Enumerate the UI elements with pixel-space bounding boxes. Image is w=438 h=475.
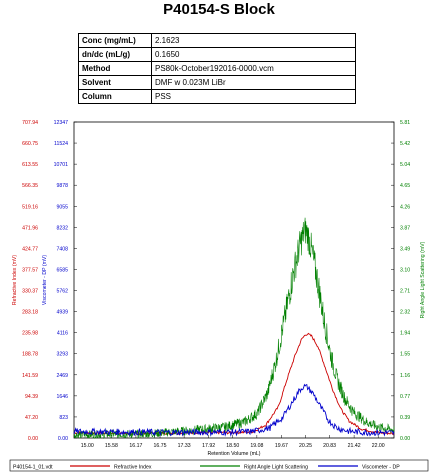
- y-tick-label: 566.35: [22, 183, 38, 189]
- y-tick-label: 188.78: [22, 352, 38, 358]
- y-tick-label: 707.94: [22, 120, 38, 126]
- y-tick-label: 3.87: [400, 225, 410, 231]
- series-light-scattering: [73, 217, 395, 440]
- y-tick-label: 9878: [56, 183, 68, 189]
- y-tick-label: 613.55: [22, 162, 38, 168]
- y-tick-label: 4.65: [400, 183, 410, 189]
- footer-filename: P40154-1_01.vdt: [13, 465, 53, 471]
- x-tick-label: 17.33: [178, 443, 191, 449]
- x-tick-label: 16.17: [129, 443, 142, 449]
- y-tick-label: 3293: [56, 352, 68, 358]
- x-tick-label: 19.08: [250, 443, 263, 449]
- y-tick-label: 424.77: [22, 246, 38, 252]
- y-tick-label: 377.57: [22, 267, 38, 273]
- y-tick-label: 0.77: [400, 394, 410, 400]
- y-tick-label: 5.42: [400, 141, 410, 147]
- y-tick-label: 330.37: [22, 289, 38, 295]
- page-title: P40154-S Block: [163, 1, 275, 18]
- y-axis-label-rals: Right Angle Light Scattering (mV): [420, 241, 426, 318]
- x-tick-label: 21.42: [348, 443, 361, 449]
- y-tick-label: 5.81: [400, 120, 410, 126]
- x-tick-label: 19.67: [275, 443, 288, 449]
- x-tick-label: 22.00: [372, 443, 385, 449]
- x-tick-label: 16.75: [154, 443, 167, 449]
- y-tick-label: 2.71: [400, 289, 410, 295]
- y-tick-label: 4939: [56, 310, 68, 316]
- y-tick-label: 3.49: [400, 246, 410, 252]
- y-axis-label-dp: Viscometer - DP (mV): [42, 255, 48, 306]
- x-axis-label: Retention Volume (mL): [207, 451, 260, 457]
- y-tick-label: 9055: [56, 204, 68, 210]
- x-tick-label: 17.92: [202, 443, 215, 449]
- y-tick-label: 519.16: [22, 204, 38, 210]
- y-tick-label: 4116: [57, 331, 68, 337]
- sample-info-table: Conc (mg/mL) 2.1623 dn/dc (mL/g) 0.1650 Meth…: [78, 33, 356, 104]
- y-tick-label: 235.98: [22, 331, 38, 337]
- y-tick-label: 0.00: [58, 436, 68, 442]
- y-tick-label: 0.00: [28, 436, 38, 442]
- x-tick-label: 15.00: [81, 443, 94, 449]
- y-tick-label: 0.00: [400, 436, 410, 442]
- y-tick-label: 6585: [56, 267, 68, 273]
- y-tick-label: 2469: [56, 373, 68, 379]
- y-tick-label: 823: [59, 415, 68, 421]
- y-tick-label: 1.55: [400, 352, 410, 358]
- y-tick-label: 12347: [54, 120, 69, 126]
- series-viscometer: [73, 383, 395, 437]
- x-tick-label: 15.58: [105, 443, 118, 449]
- x-tick-label: 20.83: [323, 443, 336, 449]
- y-tick-label: 2.32: [400, 310, 410, 316]
- info-row: Conc (mg/mL) 2.1623: [78, 33, 356, 48]
- legend-refractive-index: Refractive Index: [114, 465, 152, 471]
- y-tick-label: 5762: [56, 289, 68, 295]
- info-row: Method PS80k-October192016-0000.vcm: [78, 61, 356, 76]
- y-tick-label: 7408: [56, 246, 68, 252]
- x-tick-label: 18.50: [226, 443, 239, 449]
- y-tick-label: 283.18: [22, 310, 38, 316]
- y-tick-label: 11524: [54, 141, 68, 147]
- info-value: PSS: [151, 89, 356, 104]
- y-tick-label: 47.20: [25, 415, 38, 421]
- x-tick-label: 20.25: [299, 443, 312, 449]
- plot-frame: [73, 121, 395, 439]
- y-tick-label: 141.59: [22, 373, 38, 379]
- y-axis-label-ri: Refractive Index (mV): [12, 255, 18, 305]
- legend-light-scattering: Right Angle Light Scattering: [244, 465, 308, 471]
- y-tick-label: 4.26: [400, 204, 410, 210]
- footer-frame: [9, 459, 429, 472]
- y-tick-label: 0.39: [400, 415, 410, 421]
- y-tick-label: 471.96: [22, 225, 38, 231]
- y-tick-label: 8232: [56, 225, 68, 231]
- y-tick-label: 1.16: [400, 373, 410, 379]
- y-tick-label: 3.10: [400, 267, 410, 273]
- y-tick-label: 660.75: [22, 141, 38, 147]
- y-tick-label: 1.94: [400, 331, 410, 337]
- info-row: Column PSS: [78, 89, 356, 104]
- y-tick-label: 1646: [56, 394, 68, 400]
- legend-viscometer: Viscometer - DP: [362, 465, 400, 471]
- y-tick-label: 10701: [54, 162, 69, 168]
- y-tick-label: 5.04: [400, 162, 410, 168]
- series-refractive-index: [73, 332, 395, 436]
- y-tick-label: 94.39: [25, 394, 38, 400]
- info-row: Solvent DMF w 0.023M LiBr: [78, 75, 356, 90]
